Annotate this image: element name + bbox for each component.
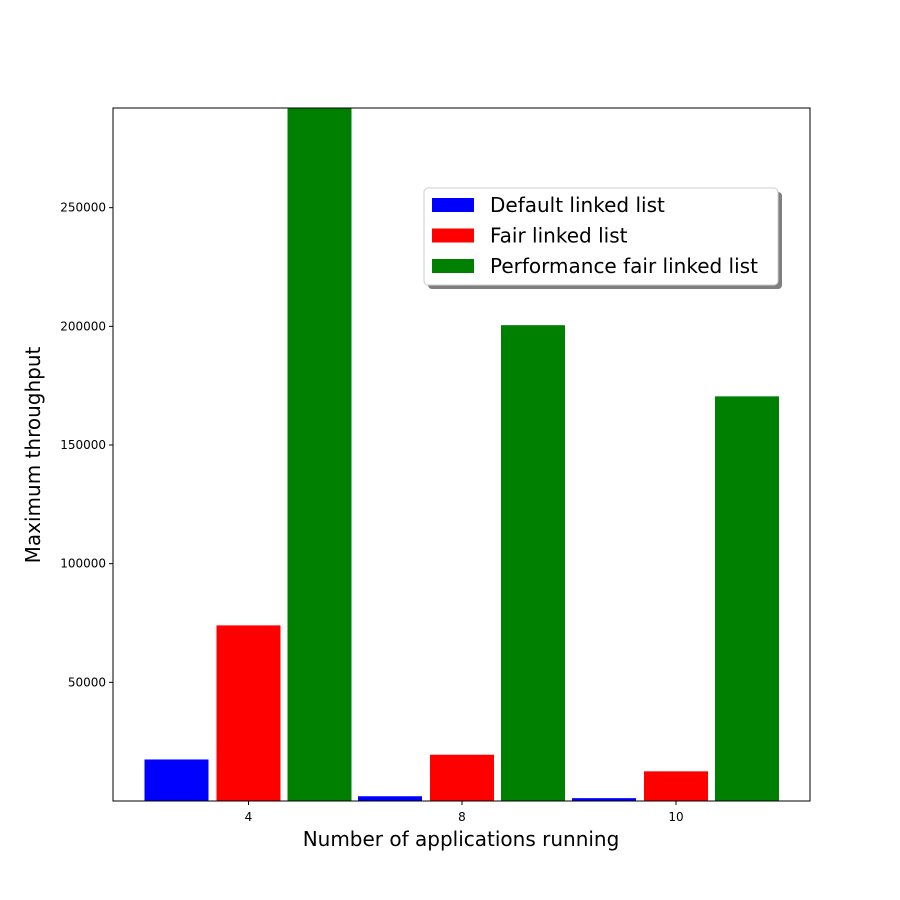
legend-box xyxy=(423,187,779,286)
bar-default-linked-list-8 xyxy=(358,796,422,801)
y-tick-label: 100000 xyxy=(60,557,106,571)
legend-label: Fair linked list xyxy=(490,224,628,248)
legend: Default linked list Fair linked list Perfo… xyxy=(423,187,782,289)
x-tick-label: 8 xyxy=(458,810,466,824)
x-axis-label: Number of applications running xyxy=(303,827,620,851)
legend-swatch xyxy=(432,198,474,212)
x-axis-ticks: 4 8 10 xyxy=(245,801,684,824)
bar-default-linked-list-10 xyxy=(572,798,636,801)
legend-label: Default linked list xyxy=(490,193,665,217)
bar-fair-linked-list-10 xyxy=(644,771,708,801)
legend-swatch xyxy=(432,259,474,273)
bar-fair-linked-list-8 xyxy=(430,754,494,801)
x-tick-label: 4 xyxy=(245,810,253,824)
bar-performance-fair-linked-list-10 xyxy=(715,396,779,801)
bar-performance-fair-linked-list-8 xyxy=(501,325,565,801)
legend-entries: Default linked list Fair linked list Perfo… xyxy=(432,193,758,278)
y-tick-label: 150000 xyxy=(60,438,106,452)
y-axis-label: Maximum throughput xyxy=(21,346,45,563)
bar-performance-fair-linked-list-4 xyxy=(287,108,352,801)
bar-fair-linked-list-4 xyxy=(216,625,281,801)
y-tick-label: 200000 xyxy=(60,319,106,333)
y-tick-label: 50000 xyxy=(68,675,106,689)
x-tick-label: 10 xyxy=(668,810,683,824)
y-tick-label: 250000 xyxy=(60,201,106,215)
legend-swatch xyxy=(432,228,474,243)
legend-label: Performance fair linked list xyxy=(490,254,758,278)
y-axis-ticks: 50000 100000 150000 200000 250000 xyxy=(60,201,113,689)
bar-default-linked-list-4 xyxy=(144,759,209,801)
bars-group xyxy=(144,108,779,801)
